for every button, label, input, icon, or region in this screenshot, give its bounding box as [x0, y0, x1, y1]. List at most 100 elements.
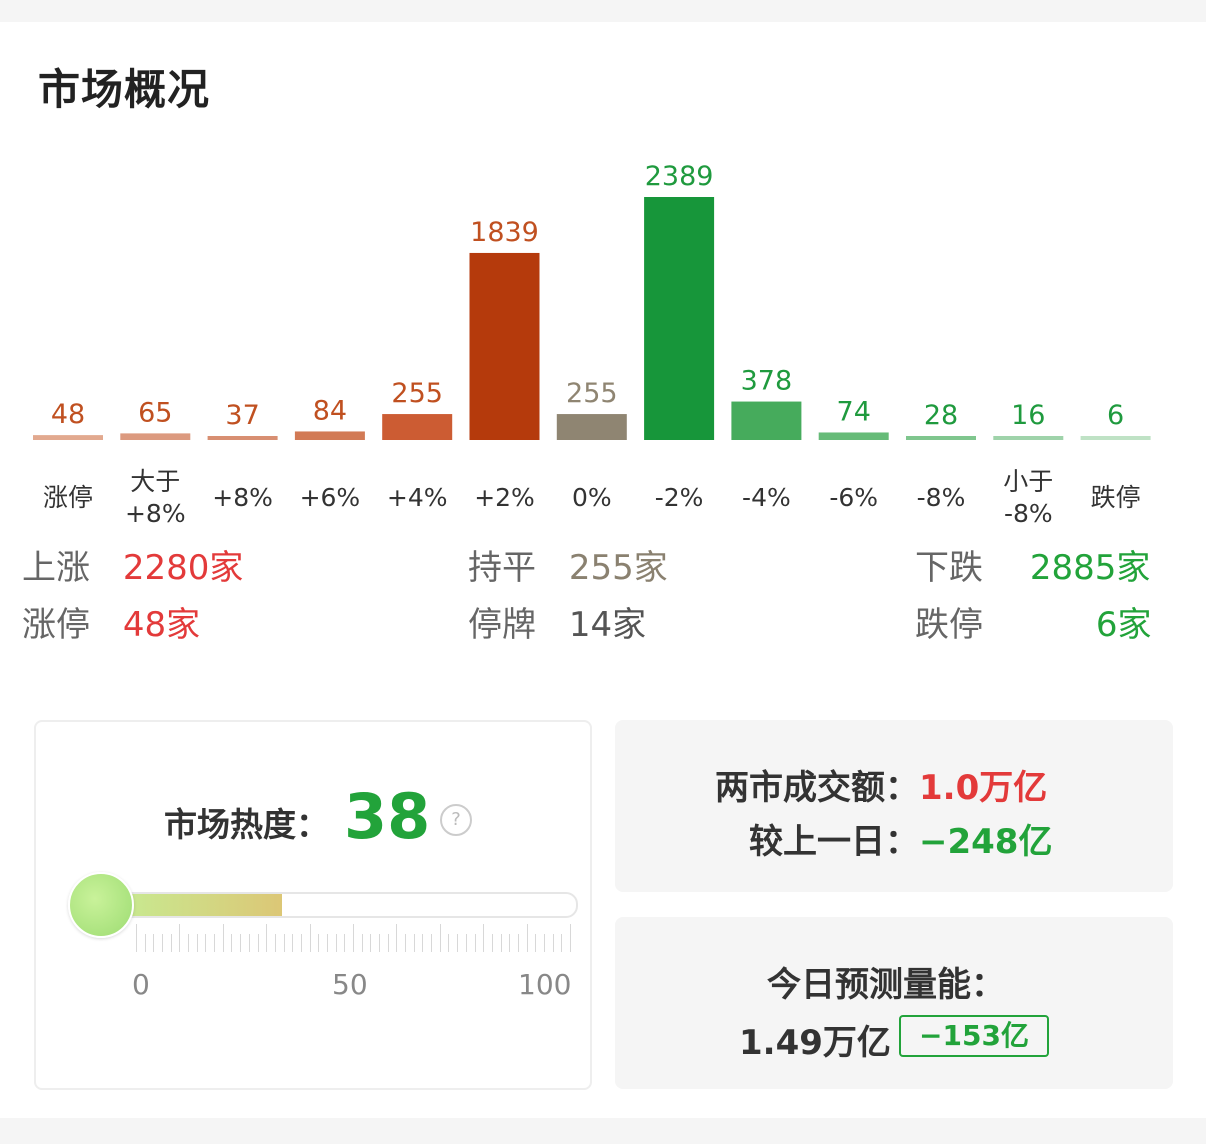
scale-tick — [248, 934, 250, 952]
heat-value: 38 — [344, 780, 431, 853]
scale-tick — [162, 934, 164, 952]
category-label-5: +2% — [474, 483, 535, 512]
scale-tick — [474, 934, 476, 952]
scale-tick — [413, 934, 415, 952]
forecast-label: 今日预测量能： — [767, 965, 1005, 1005]
bar-value-label-7: 2389 — [645, 161, 714, 192]
bar-10 — [906, 436, 976, 440]
scale-tick — [274, 934, 276, 952]
scale-tick — [387, 934, 389, 952]
scale-tick — [491, 934, 493, 952]
turnover-label: 两市成交额： — [715, 768, 919, 808]
scale-tick — [344, 934, 346, 952]
scale-tick — [170, 934, 172, 952]
scale-tick — [196, 934, 198, 952]
bar-value-label-1: 65 — [138, 397, 172, 428]
bar-6 — [556, 414, 627, 440]
heat-bar-track — [100, 892, 578, 918]
scale-tick — [465, 934, 467, 952]
bar-value-label-9: 74 — [837, 396, 871, 427]
scale-tick — [153, 934, 155, 952]
stat-halt-value: 14家 — [568, 605, 647, 645]
scale-tick — [214, 934, 216, 952]
stat-halt-label: 停牌 — [468, 605, 536, 645]
scale-tick — [552, 934, 554, 952]
scale-tick — [240, 934, 242, 952]
category-label-0: 涨停 — [42, 483, 93, 512]
bar-value-label-10: 28 — [924, 400, 958, 431]
scale-tick — [231, 934, 233, 952]
stat-up-value: 2280家 — [122, 548, 244, 588]
stat-flat: 持平 255家 — [468, 548, 668, 588]
category-label-6: 0% — [571, 483, 612, 512]
scale-tick — [431, 934, 433, 952]
scale-tick — [361, 934, 363, 952]
scale-tick — [370, 934, 372, 952]
scale-tick — [179, 924, 181, 952]
category-label-4: +4% — [386, 483, 448, 512]
bar-11 — [993, 436, 1064, 440]
scale-tick — [257, 934, 259, 952]
scale-tick — [309, 924, 311, 952]
stat-limit-down-label: 跌停 — [915, 605, 983, 645]
scale-tick — [292, 934, 294, 952]
stat-halt: 停牌 14家 — [468, 605, 646, 645]
scale-tick — [517, 934, 519, 952]
heat-scale-ticks — [136, 922, 571, 952]
heat-label: 市场热度： — [164, 805, 329, 844]
scale-tick — [439, 924, 441, 952]
scale-tick — [535, 934, 537, 952]
heat-bar-fill — [102, 894, 283, 916]
bar-9 — [818, 432, 889, 440]
scale-tick — [353, 924, 354, 952]
forecast-value: 1.49万亿 — [739, 1023, 891, 1063]
bar-value-label-6: 255 — [566, 378, 618, 409]
turnover-line: 两市成交额：1.0万亿 — [715, 760, 1047, 809]
stat-limit-down-value: 6家 — [1095, 605, 1152, 645]
stat-flat-label: 持平 — [468, 548, 536, 588]
stat-flat-value: 255家 — [568, 548, 668, 588]
forecast-delta-badge: −153亿 — [899, 1015, 1049, 1057]
stat-up-label: 上涨 — [22, 548, 90, 588]
category-label-12: 跌停 — [1090, 483, 1141, 512]
scale-tick — [500, 934, 502, 952]
help-icon[interactable]: ? — [440, 804, 472, 836]
stat-up: 上涨 2280家 — [22, 548, 243, 588]
bar-8 — [731, 401, 802, 440]
category-label-1: 大于 +8% — [124, 467, 186, 528]
scale-tick — [457, 934, 459, 952]
turnover-value: 1.0万亿 — [919, 768, 1048, 808]
stat-down-label: 下跌 — [915, 548, 983, 588]
forecast-panel: 今日预测量能： 1.49万亿 −153亿 — [615, 917, 1173, 1089]
stat-down-value: 2885家 — [1029, 548, 1151, 588]
scale-max: 100 — [518, 968, 572, 1001]
scale-tick — [144, 934, 146, 952]
scale-tick — [379, 934, 381, 952]
scale-tick — [543, 934, 545, 952]
distribution-bar-chart: 48 65 37 84 255 1839 255 2389 378 74 28 16 6 — [33, 161, 1151, 440]
bar-3 — [294, 431, 365, 440]
turnover-compare-line: 较上一日：−248亿 — [749, 814, 1052, 863]
scale-tick — [396, 924, 398, 952]
scale-tick — [570, 924, 571, 952]
market-overview-card: 市场概况 48 65 37 84 255 1839 255 2389 378 74 28 16 6 涨停… — [0, 22, 1206, 1118]
scale-tick — [509, 934, 511, 952]
bar-value-label-8: 378 — [741, 366, 793, 397]
category-label-8: -4% — [742, 483, 791, 512]
category-label-9: -6% — [829, 483, 879, 512]
bar-12 — [1080, 436, 1151, 440]
bar-value-label-2: 37 — [225, 400, 259, 431]
scale-tick — [561, 934, 563, 952]
scale-tick — [136, 924, 137, 952]
category-label-3: +6% — [299, 483, 361, 512]
scale-tick — [405, 934, 407, 952]
turnover-panel: 两市成交额：1.0万亿 较上一日：−248亿 — [615, 720, 1173, 892]
scale-tick — [335, 934, 337, 952]
market-heat-panel: 市场热度： 38 ? 0 50 100 — [34, 720, 592, 1090]
scale-tick — [188, 934, 190, 952]
turnover-compare-label: 较上一日： — [749, 822, 919, 862]
scale-tick — [422, 934, 424, 952]
scale-tick — [448, 934, 450, 952]
stat-limit-up-label: 涨停 — [22, 605, 90, 645]
turnover-compare-value: −248亿 — [919, 822, 1053, 862]
